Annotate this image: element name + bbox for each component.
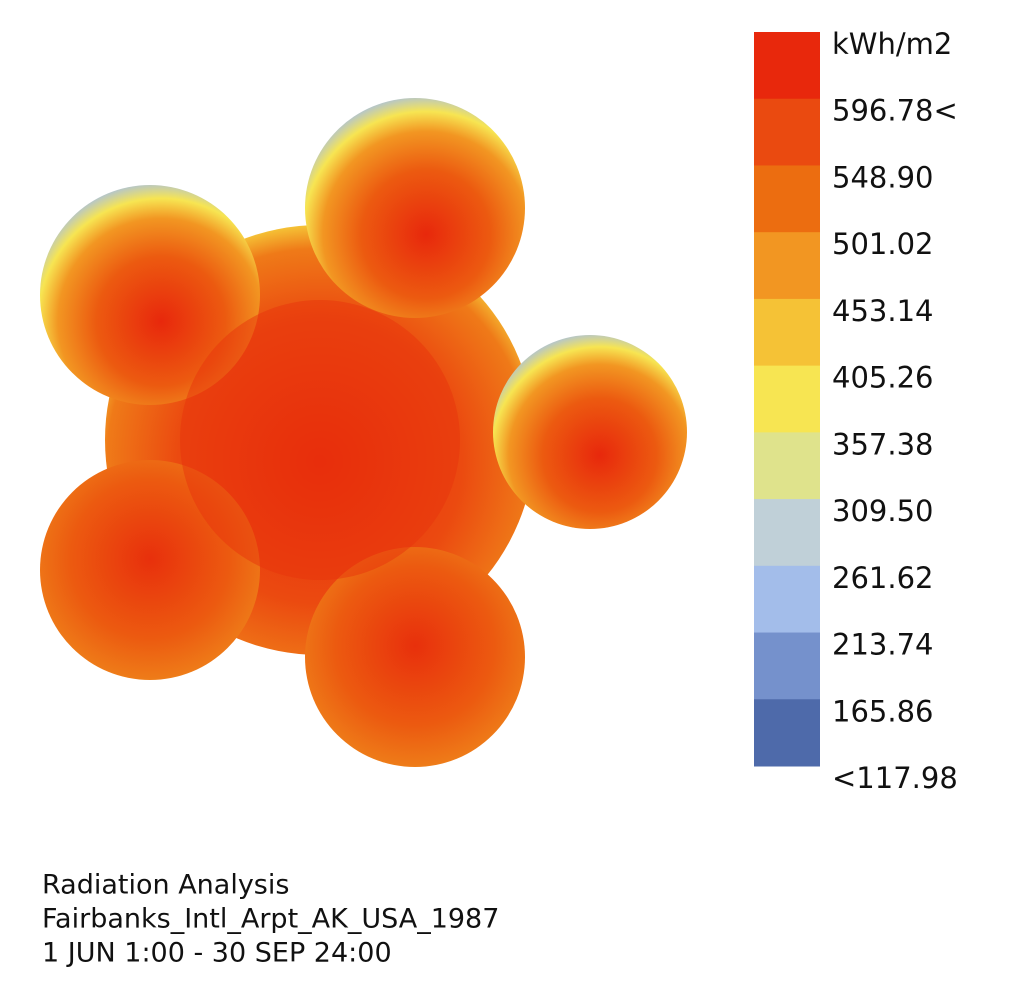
- legend-label: 453.14: [832, 294, 933, 328]
- legend-label: 501.02: [832, 227, 933, 261]
- legend-swatch: [754, 565, 820, 634]
- legend-swatch: [754, 298, 820, 367]
- legend-label: 165.86: [832, 694, 933, 728]
- legend-swatch: [754, 699, 820, 767]
- legend-label: 548.90: [832, 160, 933, 194]
- legend: kWh/m2 596.78< 548.90 501.02 453.14 405.26 357…: [754, 27, 958, 795]
- legend-label: 309.50: [832, 494, 933, 528]
- legend-swatch: [754, 632, 820, 700]
- legend-swatch: [754, 232, 820, 300]
- radiation-geometry: [40, 98, 687, 767]
- legend-label: 261.62: [832, 561, 933, 595]
- legend-label: 357.38: [832, 427, 933, 461]
- legend-swatch: [754, 32, 820, 100]
- legend-unit: kWh/m2: [832, 27, 952, 61]
- legend-label: 213.74: [832, 628, 933, 662]
- legend-label: 405.26: [832, 361, 933, 395]
- caption-line: Fairbanks_Intl_Arpt_AK_USA_1987: [42, 904, 499, 935]
- legend-label: 596.78<: [832, 94, 958, 128]
- legend-swatch: [754, 98, 820, 166]
- legend-swatch: [754, 365, 820, 433]
- legend-swatch: [754, 499, 820, 567]
- legend-swatch: [754, 165, 820, 233]
- caption-line: 1 JUN 1:00 - 30 SEP 24:00: [42, 938, 392, 969]
- legend-swatch: [754, 432, 820, 500]
- caption-line: Radiation Analysis: [42, 870, 289, 901]
- caption: Radiation AnalysisFairbanks_Intl_Arpt_AK…: [42, 870, 499, 969]
- legend-label: <117.98: [832, 761, 958, 795]
